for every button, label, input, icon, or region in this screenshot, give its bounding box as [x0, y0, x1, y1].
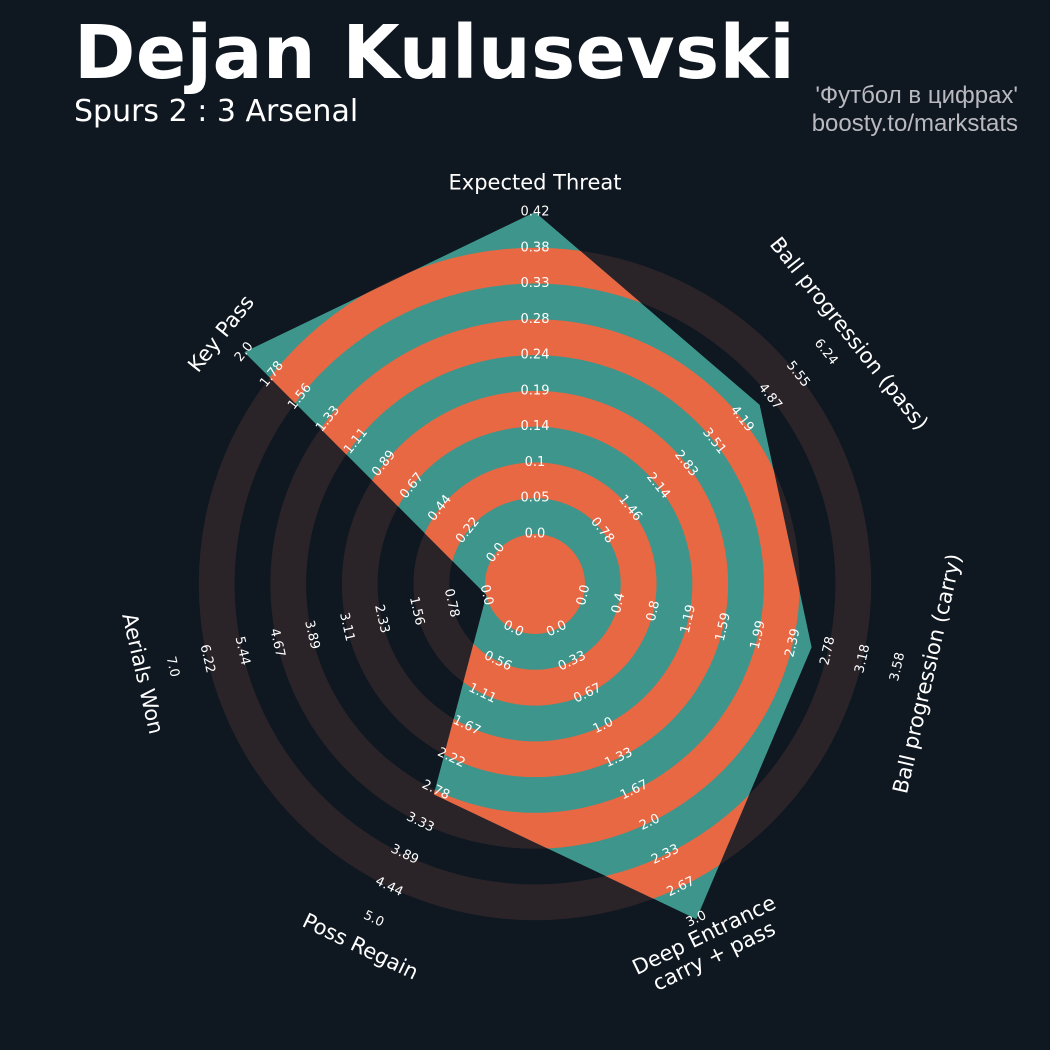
- tick-label: 0.78: [441, 587, 462, 619]
- tick-label: 0.24: [521, 348, 550, 363]
- axis-label-line: Aerials Won: [117, 611, 168, 737]
- tick-label: 1.99: [748, 619, 769, 651]
- axis-label: Expected Threat: [449, 170, 622, 194]
- tick-label: 5.0: [361, 908, 386, 930]
- tick-label: 2.33: [371, 603, 392, 635]
- tick-label: 0.0: [477, 583, 496, 607]
- tick-label: 1.59: [713, 611, 734, 643]
- tick-label: 0.28: [521, 312, 550, 327]
- tick-label: 0.1: [525, 455, 546, 470]
- credit-link: boosty.to/markstats: [811, 110, 1018, 137]
- tick-label: 0.05: [521, 491, 550, 506]
- tick-label: 2.39: [782, 627, 803, 659]
- tick-label: 3.18: [852, 643, 873, 675]
- player-shape: [244, 212, 812, 920]
- tick-label: 3.89: [301, 619, 322, 651]
- tick-label: 1.56: [406, 595, 427, 627]
- tick-label: 2.0: [232, 339, 257, 365]
- tick-label: 0.14: [521, 419, 550, 434]
- axis-label-line: Expected Threat: [449, 170, 622, 194]
- tick-label: 6.24: [811, 336, 841, 368]
- tick-label: 0.0: [574, 583, 593, 607]
- player-name-title: Dejan Kulusevski: [74, 10, 796, 96]
- tick-label: 6.22: [197, 643, 218, 675]
- center-circle: [485, 534, 585, 634]
- tick-label: 0.8: [644, 599, 663, 623]
- tick-label: 7.0: [163, 655, 182, 679]
- tick-label: 0.38: [521, 240, 550, 255]
- tick-label: 0.42: [521, 205, 550, 220]
- axis-label: Key Pass: [183, 290, 259, 376]
- axis-label-line: Key Pass: [183, 290, 259, 376]
- tick-label: 1.19: [678, 603, 699, 635]
- axis-label: Poss Regain: [299, 909, 422, 985]
- tick-label: 3.58: [887, 651, 908, 683]
- tick-label: 0.33: [521, 276, 550, 291]
- credit-source: 'Футбол в цифрах': [815, 82, 1018, 109]
- axis-label: Deep Entrancecarry + pass: [629, 890, 790, 1000]
- tick-label: 0.0: [525, 527, 546, 542]
- tick-label: 0.19: [521, 383, 550, 398]
- tick-label: 5.44: [232, 635, 253, 667]
- axis-label-line: Poss Regain: [299, 909, 422, 985]
- match-score-subtitle: Spurs 2 : 3 Arsenal: [74, 94, 359, 129]
- tick-label: 4.67: [266, 627, 287, 659]
- axis-label: Aerials Won: [117, 611, 168, 737]
- tick-label: 3.11: [336, 611, 357, 643]
- player-ring-band: [413, 462, 657, 706]
- tick-label: 2.78: [817, 635, 838, 667]
- tick-label: 0.4: [609, 591, 628, 615]
